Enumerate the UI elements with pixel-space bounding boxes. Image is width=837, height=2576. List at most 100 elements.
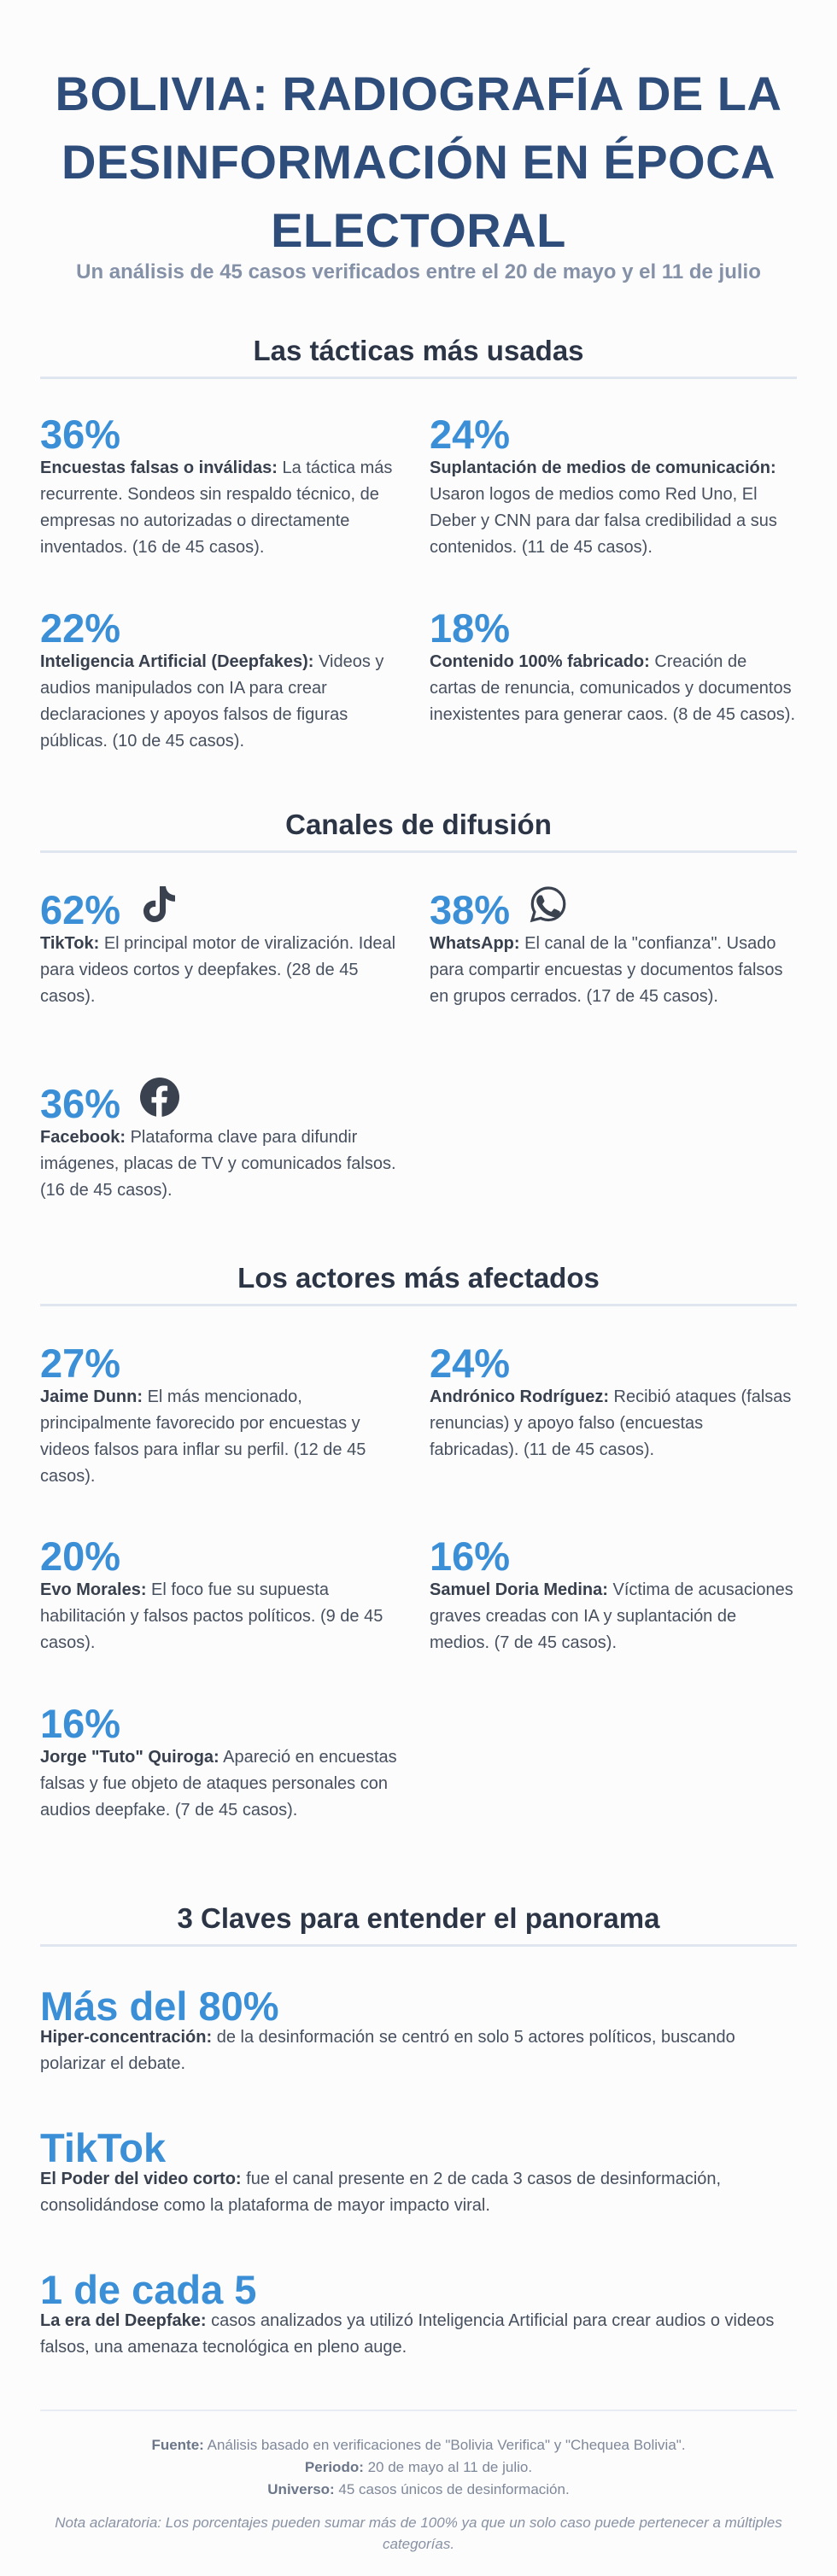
footer-period-label: Periodo: (304, 2459, 364, 2475)
section-title: Los actores más afectados (237, 1262, 600, 1294)
section-title: Las tácticas más usadas (253, 335, 584, 366)
stat-card: 24% Andrónico Rodríguez: Recibió ataques… (430, 1343, 797, 1463)
stat-description: Suplantación de medios de comunicación: … (430, 455, 797, 561)
footer-note: Nota aclaratoria: Los porcentajes pueden… (55, 2515, 782, 2552)
stat-text: Videos y audios manipulados con IA para … (40, 652, 384, 751)
stat-text: Plataforma clave para difundir imágenes,… (40, 1128, 396, 1200)
footer-universe: Universo: 45 casos únicos de desinformac… (0, 2479, 837, 2501)
stat-percent: 38% (430, 886, 797, 932)
page-title: BOLIVIA: RADIOGRAFÍA DE LA DESINFORMACIÓ… (0, 60, 837, 265)
stat-label: TikTok: (40, 934, 100, 953)
section-actores-heading: Los actores más afectados (40, 1259, 797, 1306)
title-line-2: DESINFORMACIÓN EN ÉPOCA (61, 135, 776, 189)
stat-text: La táctica más recurrente. Sondeos sin r… (40, 459, 393, 557)
stat-label: Evo Morales: (40, 1580, 147, 1599)
stat-card: 27% Jaime Dunn: El más mencionado, princ… (40, 1343, 407, 1490)
footer-period-text: 20 de mayo al 11 de julio. (363, 2459, 533, 2475)
key-highlight: Más del 80% (40, 1983, 279, 2029)
stat-percent: 24% (430, 1341, 511, 1386)
key-insight: TikTok El Poder del video corto: fue el … (40, 2127, 800, 2219)
stat-label: Jaime Dunn: (40, 1387, 143, 1406)
footer-source: Fuente: Análisis basado en verificacione… (0, 2434, 837, 2456)
stat-text: El foco fue su supuesta habilitación y f… (40, 1580, 383, 1652)
key-description: Hiper-concentración: de la desinformació… (40, 2024, 800, 2077)
key-text: casos analizados ya utilizó Inteligencia… (40, 2311, 775, 2357)
section-tacticas-heading: Las tácticas más usadas (40, 332, 797, 379)
stat-label: Contenido 100% fabricado: (430, 652, 650, 671)
tiktok-icon (139, 885, 177, 931)
stat-description: TikTok: El principal motor de viralizaci… (40, 931, 407, 1010)
footer-source-label: Fuente: (151, 2437, 204, 2453)
key-label: La era del Deepfake: (40, 2311, 207, 2330)
stat-label: Samuel Doria Medina: (430, 1580, 608, 1599)
stat-text: Recibió ataques (falsas renuncias) y apo… (430, 1387, 792, 1459)
stat-card: 16% Jorge "Tuto" Quiroga: Apareció en en… (40, 1703, 407, 1824)
stat-description: Andrónico Rodríguez: Recibió ataques (fa… (430, 1384, 797, 1463)
key-description: El Poder del video corto: fue el canal p… (40, 2166, 800, 2219)
stat-card: 16% Samuel Doria Medina: Víctima de acus… (430, 1536, 797, 1656)
section-claves-heading: 3 Claves para entender el panorama (40, 1900, 797, 1947)
stat-percent: 24% (430, 412, 511, 457)
stat-label: Jorge "Tuto" Quiroga: (40, 1748, 219, 1767)
stat-card: 20% Evo Morales: El foco fue su supuesta… (40, 1536, 407, 1656)
section-title: 3 Claves para entender el panorama (177, 1902, 660, 1934)
stat-percent-value: 38% (430, 887, 511, 932)
stat-percent: 36% (40, 412, 121, 457)
stat-description: WhatsApp: El canal de la "confianza". Us… (430, 931, 797, 1010)
stat-text: El más mencionado, principalmente favore… (40, 1387, 366, 1486)
stat-card: 24% Suplantación de medios de comunicaci… (430, 414, 797, 561)
stat-label: Inteligencia Artificial (Deepfakes): (40, 652, 314, 671)
stat-description: Contenido 100% fabricado: Creación de ca… (430, 649, 797, 728)
stat-percent: 18% (430, 605, 511, 651)
stat-description: Jaime Dunn: El más mencionado, principal… (40, 1384, 407, 1490)
stat-label: WhatsApp: (430, 934, 520, 953)
stat-label: Encuestas falsas o inválidas: (40, 459, 278, 477)
title-line-1: BOLIVIA: RADIOGRAFÍA DE LA (55, 67, 782, 120)
stat-label: Andrónico Rodríguez: (430, 1387, 609, 1406)
key-description: La era del Deepfake: casos analizados ya… (40, 2308, 800, 2361)
stat-description: Jorge "Tuto" Quiroga: Apareció en encues… (40, 1744, 407, 1824)
footer-universe-text: 45 casos únicos de desinformación. (334, 2481, 570, 2497)
stat-text: El canal de la "confianza". Usado para c… (430, 934, 783, 1006)
stat-percent-value: 36% (40, 1081, 121, 1126)
stat-label: Facebook: (40, 1128, 126, 1147)
stat-percent: 36% (40, 1078, 407, 1126)
key-text: de la desinformación se centró en solo 5… (40, 2028, 735, 2073)
stat-description: Encuestas falsas o inválidas: La táctica… (40, 455, 407, 561)
key-label: El Poder del video corto: (40, 2170, 242, 2188)
stat-text: Usaron logos de medios como Red Uno, El … (430, 485, 777, 557)
stat-text: El principal motor de viralización. Idea… (40, 934, 396, 1006)
footer-universe-label: Universo: (267, 2481, 335, 2497)
stat-text: Víctima de acusaciones graves creadas co… (430, 1580, 793, 1652)
footer-divider (40, 2410, 797, 2411)
key-text: fue el canal presente en 2 de cada 3 cas… (40, 2170, 722, 2215)
key-highlight: 1 de cada 5 (40, 2267, 257, 2312)
stat-percent: 27% (40, 1341, 121, 1386)
stat-description: Samuel Doria Medina: Víctima de acusacio… (430, 1577, 797, 1656)
section-canales-heading: Canales de difusión (40, 806, 797, 853)
footer-period: Periodo: 20 de mayo al 11 de julio. (0, 2456, 837, 2479)
footer: Fuente: Análisis basado en verificacione… (0, 2434, 837, 2501)
facebook-icon (139, 1077, 180, 1124)
stat-percent: 62% (40, 886, 407, 931)
key-label: Hiper-concentración: (40, 2028, 213, 2047)
stat-percent: 20% (40, 1533, 121, 1579)
stat-percent: 22% (40, 605, 121, 651)
stat-percent: 16% (430, 1533, 511, 1579)
section-title: Canales de difusión (285, 809, 552, 840)
stat-text: Apareció en encuestas falsas y fue objet… (40, 1748, 397, 1820)
stat-text: Creación de cartas de renuncia, comunica… (430, 652, 796, 724)
stat-card: 36% Encuestas falsas o inválidas: La tác… (40, 414, 407, 561)
stat-label: Suplantación de medios de comunicación: (430, 459, 776, 477)
stat-description: Inteligencia Artificial (Deepfakes): Vid… (40, 649, 407, 755)
stat-card: 38% WhatsApp: El canal de la "confianza"… (430, 886, 797, 1010)
key-highlight: TikTok (40, 2125, 167, 2170)
stat-card: 62% TikTok: El principal motor de virali… (40, 886, 407, 1010)
key-insight: 1 de cada 5 La era del Deepfake: casos a… (40, 2269, 800, 2361)
stat-description: Evo Morales: El foco fue su supuesta hab… (40, 1577, 407, 1656)
stat-description: Facebook: Plataforma clave para difundir… (40, 1124, 407, 1204)
stat-card: 22% Inteligencia Artificial (Deepfakes):… (40, 608, 407, 755)
page-subtitle: Un análisis de 45 casos verificados entr… (76, 260, 761, 283)
stat-card: 36% Facebook: Plataforma clave para difu… (40, 1078, 407, 1204)
